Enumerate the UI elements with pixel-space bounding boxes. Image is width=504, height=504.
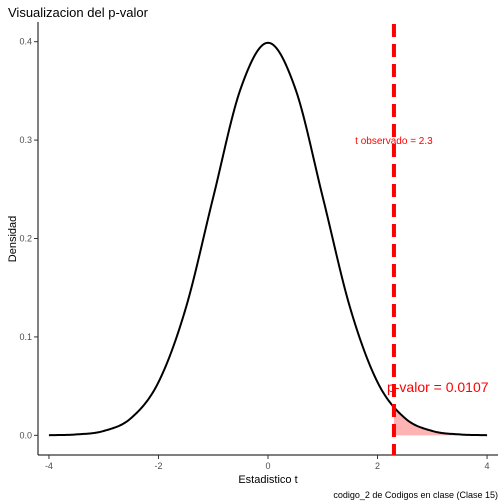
plot-area: -4 -2 0 2 4 0.0 0.1 0.2 0.3 0.4 t observado = 2.3 p… — [19, 22, 498, 471]
y-tick-label: 0.4 — [19, 37, 32, 47]
y-tick-label: 0.0 — [19, 430, 32, 440]
x-tick-label: 0 — [265, 461, 270, 471]
x-tick-label: -4 — [45, 461, 53, 471]
x-tick-label: 2 — [375, 461, 380, 471]
chart-title: Visualizacion del p-valor — [8, 5, 149, 20]
caption: codigo_2 de Codigos en clase (Clase 15) — [333, 490, 498, 500]
y-tick-label: 0.3 — [19, 135, 32, 145]
density-curve — [48, 41, 488, 437]
y-tick-label: 0.1 — [19, 332, 32, 342]
y-tick-label: 0.2 — [19, 234, 32, 244]
x-tick-label: -2 — [154, 461, 162, 471]
x-axis-label: Estadistico t — [238, 474, 297, 486]
y-axis-label: Densidad — [7, 216, 19, 262]
p-value-label: p-valor = 0.0107 — [387, 379, 489, 395]
p-value-area — [393, 407, 488, 436]
t-observed-label: t observado = 2.3 — [355, 136, 433, 147]
x-tick-label: 4 — [485, 461, 490, 471]
